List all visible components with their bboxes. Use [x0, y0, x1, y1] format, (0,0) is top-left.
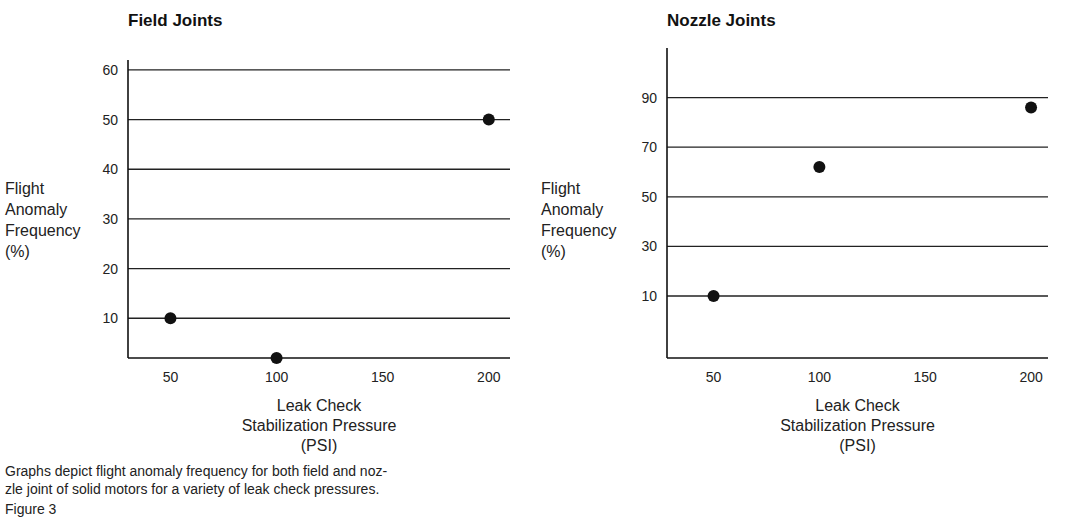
y-tick-label: 10 — [641, 288, 657, 304]
data-point — [271, 352, 283, 364]
y-axis-label-line: Frequency — [5, 222, 81, 239]
grid-line — [667, 147, 1048, 148]
chart-title: Nozzle Joints — [667, 11, 776, 30]
x-axis-label-line: (PSI) — [301, 437, 337, 454]
x-tick-label: 100 — [265, 369, 289, 385]
y-axis-label: Flight Anomaly Frequency (%) — [541, 180, 617, 260]
figure-label: Figure 3 — [5, 501, 57, 517]
y-tick-label: 10 — [102, 310, 118, 326]
x-axis-label-line: Leak Check — [277, 397, 362, 414]
y-tick-label: 50 — [641, 189, 657, 205]
x-tick-label: 50 — [163, 369, 179, 385]
y-axis-label-line: Anomaly — [5, 201, 67, 218]
data-point — [164, 312, 176, 324]
y-tick-label: 30 — [102, 211, 118, 227]
y-tick-label: 30 — [641, 238, 657, 254]
y-tick-label: 60 — [102, 62, 118, 78]
y-tick-label: 40 — [102, 161, 118, 177]
x-tick-label: 200 — [1019, 369, 1043, 385]
x-tick-label: 150 — [371, 369, 395, 385]
y-axis-label-line: (%) — [5, 243, 30, 260]
data-point — [483, 114, 495, 126]
points — [164, 114, 494, 364]
grid-line — [667, 246, 1048, 247]
grid-line — [128, 318, 510, 319]
x-tick-label: 200 — [477, 369, 501, 385]
x-axis-label: Leak Check Stabilization Pressure (PSI) — [780, 397, 935, 454]
x-axis-label-line: (PSI) — [839, 437, 875, 454]
grid-line — [667, 97, 1048, 98]
data-point — [708, 290, 720, 302]
y-tick-label: 50 — [102, 112, 118, 128]
y-axis-label-line: Flight — [5, 180, 45, 197]
y-tick-label: 70 — [641, 139, 657, 155]
data-point — [1025, 102, 1037, 114]
x-axis-label-line: Stabilization Pressure — [780, 417, 935, 434]
y-axis-line — [127, 60, 129, 358]
y-axis-line — [666, 48, 668, 358]
y-tick-label: 20 — [102, 261, 118, 277]
y-tick-label: 90 — [641, 90, 657, 106]
y-axis-label-line: (%) — [541, 243, 566, 260]
figure: Field Joints 10 20 30 40 50 60 50 100 150 200 Fligh… — [0, 0, 1065, 532]
x-axis-line — [667, 357, 1048, 359]
x-axis-line — [128, 357, 510, 359]
grid-line — [667, 295, 1048, 296]
y-axis-label-line: Anomaly — [541, 201, 603, 218]
grid-line — [667, 196, 1048, 197]
x-tick-label: 50 — [706, 369, 722, 385]
chart: Field Joints 10 20 30 40 50 60 50 100 150 200 Fligh… — [5, 11, 510, 454]
chart-title: Field Joints — [128, 11, 222, 30]
y-axis-label: Flight Anomaly Frequency (%) — [5, 180, 81, 260]
x-tick-label: 100 — [808, 369, 832, 385]
x-tick-label: 150 — [914, 369, 938, 385]
chart: Nozzle Joints 10 30 50 70 90 50 100 150 200 Flight… — [541, 11, 1048, 454]
x-axis-label: Leak Check Stabilization Pressure (PSI) — [242, 397, 397, 454]
grid-line — [128, 218, 510, 219]
y-axis-label-line: Frequency — [541, 222, 617, 239]
points — [708, 102, 1038, 302]
grid-line — [128, 69, 510, 70]
y-axis-label-line: Flight — [541, 180, 581, 197]
x-axis-label-line: Leak Check — [815, 397, 900, 414]
caption-line: Graphs depict flight anomaly frequency f… — [5, 463, 387, 479]
caption-line: zle joint of solid motors for a variety … — [5, 481, 379, 497]
caption: Graphs depict flight anomaly frequency f… — [5, 463, 387, 497]
grid-line — [128, 119, 510, 120]
grid-line — [128, 169, 510, 170]
x-axis-label-line: Stabilization Pressure — [242, 417, 397, 434]
grid-line — [128, 268, 510, 269]
data-point — [813, 161, 825, 173]
